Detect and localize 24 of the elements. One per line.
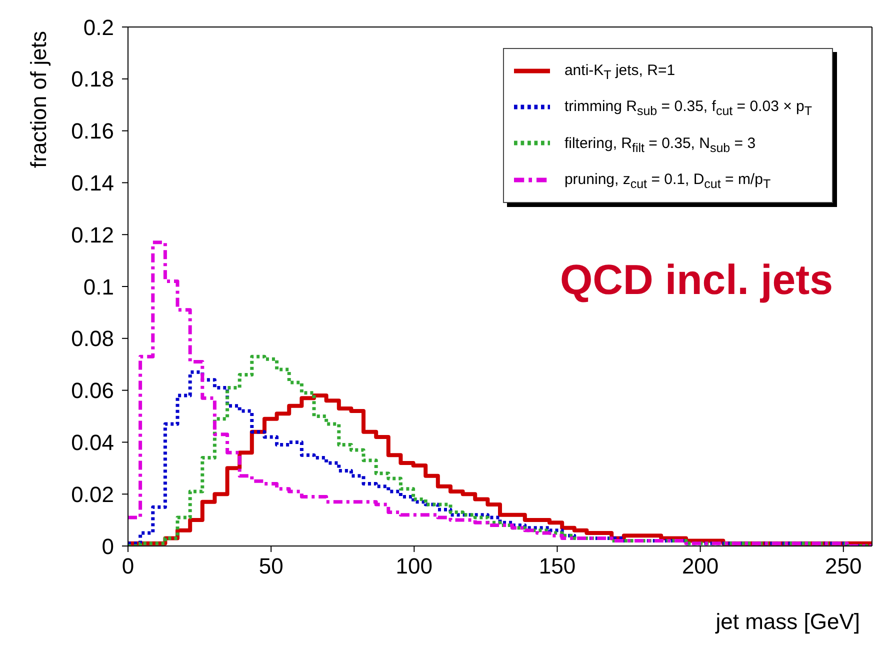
y-tick-label: 0.16	[71, 118, 114, 144]
legend-label: filtering, R$_{filt}$ = 0.35, N$_{sub}$ = 3	[564, 134, 756, 155]
y-tick-label: 0.1	[83, 274, 114, 300]
x-tick-label: 200	[682, 554, 719, 579]
x-tick-label: 100	[396, 554, 433, 579]
y-tick-label: 0.2	[83, 14, 114, 40]
y-tick-label: 0.02	[71, 482, 114, 507]
legend-label: pruning, z$_{cut}$ = 0.1, D$_{cut}$ = m/p$_{T}$	[564, 170, 771, 191]
y-tick-label: 0.12	[71, 222, 114, 248]
x-tick-label: 50	[258, 554, 284, 579]
y-tick-label: 0.04	[71, 430, 114, 456]
y-tick-label: 0.14	[71, 170, 114, 196]
y-tick-label: 0.08	[71, 326, 114, 352]
x-axis-title: jet mass [GeV]	[714, 609, 860, 634]
x-tick-label: 150	[538, 554, 576, 579]
x-tick-label: 250	[825, 554, 862, 579]
y-tick-label: 0.18	[71, 66, 114, 92]
legend-label: trimming R$_{sub}$ = 0.35, f$_{cut}$ = 0.03 × p$_{T}$	[564, 98, 812, 118]
annotation: QCD incl. jets	[560, 256, 833, 304]
y-tick-label: 0.06	[71, 378, 114, 404]
y-tick-label: 0	[102, 534, 114, 559]
y-axis-title: fraction of jets	[26, 31, 51, 168]
legend-label: anti-K$_{T}$ jets, R=1	[564, 62, 676, 82]
x-tick-label: 0	[122, 554, 134, 579]
